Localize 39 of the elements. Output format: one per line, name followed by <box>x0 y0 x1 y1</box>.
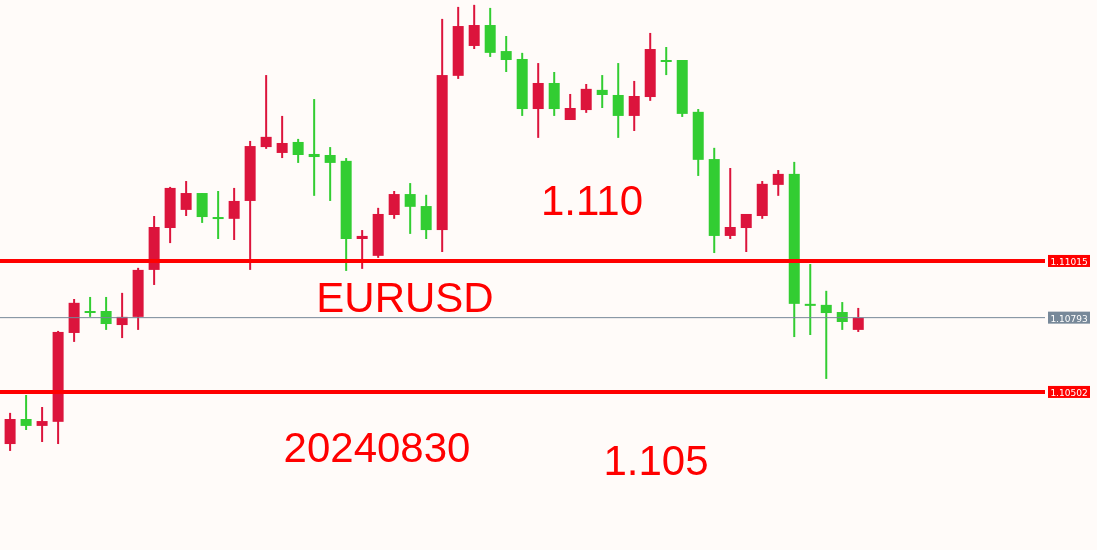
candlestick <box>388 189 400 220</box>
candlestick <box>500 35 512 74</box>
ref-line-label: 1.11015 <box>1050 256 1088 267</box>
candlestick <box>228 186 240 242</box>
candlestick <box>20 394 32 431</box>
ref-line-label: 1.10793 <box>1050 313 1088 324</box>
ref-line-label: 1.10502 <box>1050 387 1088 398</box>
candlestick <box>356 229 368 270</box>
annotation: 1.110 <box>541 177 643 224</box>
candlestick <box>612 62 624 139</box>
candlestick <box>804 263 816 336</box>
candlestick <box>596 74 608 110</box>
candlestick <box>628 79 640 132</box>
candlestick <box>580 83 592 114</box>
candlestick <box>324 146 336 202</box>
candlestick <box>100 295 112 331</box>
candlestick <box>308 98 320 197</box>
candlestick <box>180 180 192 218</box>
candlestick <box>404 182 416 235</box>
candlestick <box>196 192 208 224</box>
candlestick <box>852 306 864 333</box>
candlestick <box>212 189 224 240</box>
candlestick <box>740 212 752 254</box>
candlestick <box>724 167 736 240</box>
annotation: 1.105 <box>603 437 709 484</box>
candlestick <box>84 295 96 318</box>
candlestick <box>772 169 784 197</box>
candlestick <box>820 289 832 380</box>
annotation: EURUSD <box>316 274 494 321</box>
candlestick <box>276 114 288 160</box>
candlestick <box>468 3 480 51</box>
candlestick <box>292 137 304 164</box>
candlestick <box>260 74 272 150</box>
candlestick <box>564 92 576 122</box>
candlestick <box>36 406 48 443</box>
candlestick <box>660 45 672 77</box>
annotation: 20240830 <box>283 424 471 471</box>
candlestick <box>420 193 432 240</box>
candlestick <box>836 301 848 331</box>
